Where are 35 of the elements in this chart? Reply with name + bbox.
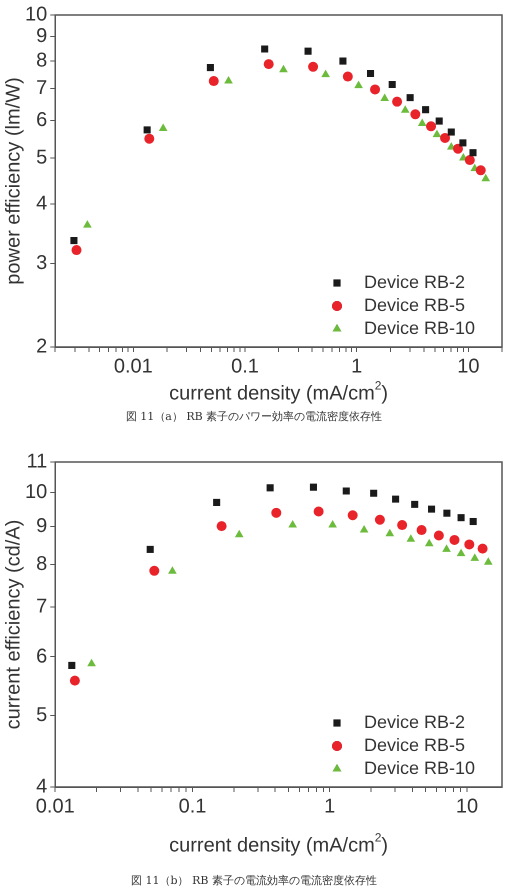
y-axis-title: power efficiency (lm/W): [2, 77, 25, 285]
y-tick-label: 6: [36, 108, 48, 131]
x-tick-label: 0.1: [178, 796, 206, 818]
y-tick-label: 10: [24, 481, 48, 504]
y-tick-label: 7: [36, 77, 48, 100]
y-tick-label: 5: [36, 704, 48, 726]
y-tick-label: 4: [36, 192, 48, 215]
x-tick-label: 0.1: [231, 356, 259, 378]
legend-label: Device RB-5: [364, 294, 466, 315]
x-tick-label: 10: [457, 356, 480, 378]
x-tick-label: 0.01: [114, 356, 153, 378]
x-tick-label: 0.01: [36, 796, 75, 818]
y-tick-label: 9: [36, 514, 48, 537]
y-tick-label: 8: [36, 552, 48, 575]
y-tick-label: 2: [36, 336, 48, 358]
x-tick-label: 1: [324, 796, 336, 818]
caption: 図 11（a） RB 素子のパワー効率の電流密度依存性: [124, 409, 384, 425]
y-tick-label: 3: [36, 252, 48, 274]
x-tick-label: 10: [456, 796, 478, 818]
legend-label: Device RB-2: [364, 712, 466, 732]
y-tick-label: 9: [36, 25, 48, 48]
y-axis-title: current efficiency (cd/A): [2, 520, 25, 730]
y-tick-label: 8: [36, 50, 48, 72]
legend-label: Device RB-5: [364, 734, 466, 755]
y-tick-label: 5: [36, 146, 48, 168]
legend-label: Device RB-10: [364, 318, 476, 338]
y-tick-label: 7: [36, 596, 48, 618]
y-tick-label: 6: [36, 645, 48, 668]
legend-label: Device RB-2: [364, 272, 466, 292]
legend-label: Device RB-10: [364, 758, 476, 778]
x-tick-label: 1: [351, 356, 362, 378]
y-tick-label: 4: [36, 776, 48, 798]
caption: 図 11（b） RB 素子の電流効率の電流密度依存性: [130, 873, 378, 889]
y-tick-label: 11: [26, 450, 48, 473]
y-tick-label: 10: [24, 4, 48, 26]
